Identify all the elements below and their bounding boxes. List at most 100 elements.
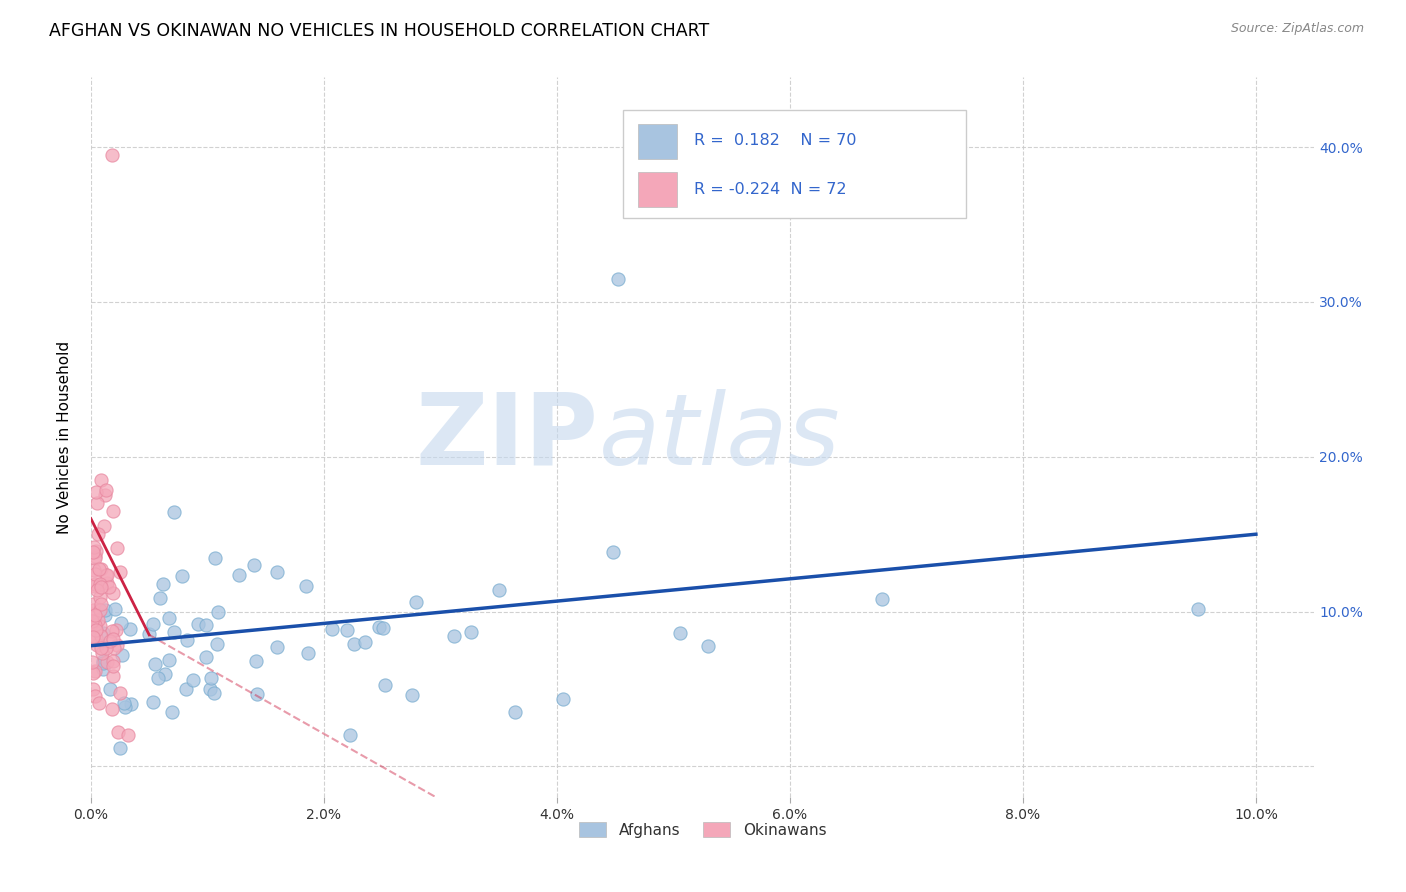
Point — [336, 623, 359, 637]
Point — [90, 640, 112, 655]
Point — [405, 595, 427, 609]
Point — [503, 705, 526, 719]
Point — [83, 563, 105, 577]
Point — [89, 618, 111, 632]
Point — [111, 648, 134, 663]
Point — [245, 655, 267, 669]
Point — [157, 610, 180, 624]
Point — [101, 624, 124, 639]
Point — [96, 568, 118, 582]
Point — [98, 681, 121, 696]
Point — [181, 673, 204, 687]
Text: Source: ZipAtlas.com: Source: ZipAtlas.com — [1230, 22, 1364, 36]
Point — [105, 639, 128, 653]
Point — [84, 484, 107, 499]
Point — [91, 647, 114, 661]
Point — [84, 631, 107, 645]
Point — [110, 566, 132, 580]
Point — [101, 504, 124, 518]
Point — [152, 577, 174, 591]
Point — [443, 629, 465, 643]
Point — [198, 681, 221, 696]
Point — [602, 545, 624, 559]
Text: AFGHAN VS OKINAWAN NO VEHICLES IN HOUSEHOLD CORRELATION CHART: AFGHAN VS OKINAWAN NO VEHICLES IN HOUSEH… — [49, 22, 710, 40]
Point — [90, 473, 112, 487]
Point — [146, 671, 169, 685]
Point — [194, 618, 217, 632]
Point — [80, 614, 103, 628]
Point — [84, 690, 107, 704]
Point — [195, 650, 218, 665]
FancyBboxPatch shape — [623, 110, 966, 218]
Point — [83, 549, 105, 564]
Point — [607, 271, 630, 285]
Point — [368, 620, 391, 634]
Point — [697, 639, 720, 653]
Point — [174, 681, 197, 696]
Point — [157, 653, 180, 667]
Legend: Afghans, Okinawans: Afghans, Okinawans — [572, 815, 832, 844]
Point — [83, 541, 105, 555]
Point — [83, 664, 105, 678]
Point — [82, 682, 104, 697]
Text: ZIP: ZIP — [416, 389, 599, 486]
Point — [321, 622, 343, 636]
Point — [153, 667, 176, 681]
Point — [105, 623, 128, 637]
Point — [142, 616, 165, 631]
Point — [118, 622, 141, 636]
Point — [1187, 602, 1209, 616]
Point — [104, 602, 127, 616]
Point — [112, 696, 135, 710]
Point — [91, 654, 114, 668]
Point — [87, 614, 110, 628]
Point — [142, 695, 165, 709]
Point — [82, 545, 104, 559]
Point — [110, 616, 132, 631]
Point — [97, 580, 120, 594]
Point — [91, 657, 114, 671]
Point — [86, 623, 108, 637]
Point — [371, 621, 394, 635]
Y-axis label: No Vehicles in Household: No Vehicles in Household — [58, 341, 72, 534]
Point — [138, 627, 160, 641]
Point — [401, 688, 423, 702]
Point — [87, 696, 110, 710]
Point — [202, 686, 225, 700]
Point — [89, 603, 111, 617]
Point — [87, 526, 110, 541]
Point — [80, 607, 103, 622]
Point — [460, 625, 482, 640]
Point — [90, 597, 112, 611]
Point — [86, 638, 108, 652]
Point — [163, 624, 186, 639]
Point — [101, 658, 124, 673]
Point — [89, 562, 111, 576]
Point — [89, 577, 111, 591]
Point — [354, 635, 377, 649]
Point — [93, 518, 115, 533]
Point — [246, 687, 269, 701]
Point — [96, 576, 118, 591]
Point — [343, 637, 366, 651]
Point — [86, 496, 108, 510]
Point — [295, 579, 318, 593]
Point — [82, 630, 104, 644]
Point — [101, 148, 124, 162]
Point — [96, 568, 118, 582]
Point — [82, 665, 104, 680]
Point — [103, 653, 125, 667]
Point — [83, 615, 105, 629]
Point — [94, 607, 117, 622]
Point — [108, 686, 131, 700]
Point — [101, 668, 124, 682]
Point — [176, 633, 198, 648]
Point — [339, 728, 361, 742]
Point — [84, 550, 107, 565]
Text: R = -0.224  N = 72: R = -0.224 N = 72 — [695, 182, 846, 196]
Point — [266, 640, 288, 655]
Point — [91, 662, 114, 676]
Point — [117, 727, 139, 741]
Point — [374, 678, 396, 692]
Point — [160, 705, 183, 719]
